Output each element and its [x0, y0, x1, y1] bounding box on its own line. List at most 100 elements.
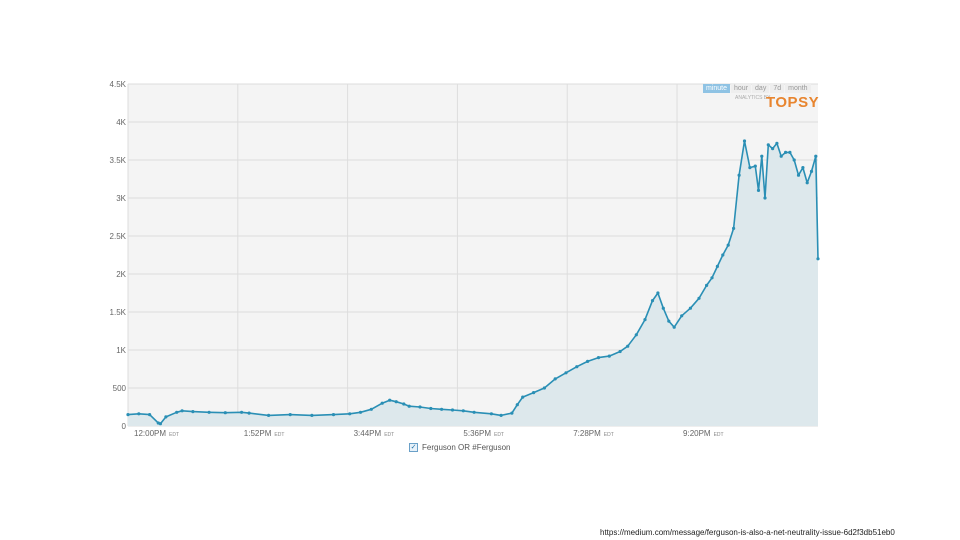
series-area: [128, 141, 818, 426]
data-point: [748, 166, 752, 170]
tab-month[interactable]: month: [785, 84, 811, 93]
data-point: [288, 413, 292, 417]
data-point: [779, 154, 783, 158]
y-tick-label: 500: [113, 384, 127, 393]
data-point: [618, 349, 622, 354]
data-point: [240, 410, 244, 414]
data-point: [726, 243, 730, 247]
data-point: [742, 139, 747, 143]
data-point: [515, 403, 519, 407]
data-point: [756, 188, 761, 192]
data-point: [771, 147, 775, 151]
data-point: [596, 356, 601, 360]
x-tick-timezone: EDT: [169, 432, 179, 438]
data-point: [788, 150, 792, 154]
x-tick-timezone: EDT: [274, 432, 284, 438]
data-point: [732, 226, 736, 230]
data-point: [510, 411, 514, 415]
data-point: [737, 173, 741, 177]
data-point: [656, 291, 660, 295]
data-point: [672, 325, 676, 329]
source-url: https://medium.com/message/ferguson-is-a…: [600, 528, 895, 537]
data-point: [705, 283, 709, 287]
y-tick-label: 3K: [116, 194, 126, 203]
data-point: [223, 411, 227, 415]
data-point: [164, 415, 168, 419]
x-tick-label: 9:20PM EDT: [683, 429, 724, 438]
data-point: [650, 299, 655, 303]
data-point: [553, 377, 557, 381]
series-area-fill: [128, 141, 818, 426]
x-tick-timezone: EDT: [604, 432, 614, 438]
legend: ✓ Ferguson OR #Ferguson: [409, 443, 511, 452]
data-point: [407, 404, 411, 408]
y-tick-label: 2K: [116, 270, 126, 279]
data-point: [521, 395, 525, 399]
x-tick-label: 12:00PM EDT: [134, 429, 179, 438]
tab-minute[interactable]: minute: [703, 84, 731, 93]
data-point: [394, 400, 398, 404]
data-point: [710, 276, 714, 280]
time-range-tabs: minute hour day 7d month: [703, 84, 811, 93]
data-point: [564, 371, 568, 375]
x-tick-label: 7:28PM EDT: [573, 429, 614, 438]
legend-label: Ferguson OR #Ferguson: [422, 443, 511, 452]
data-point: [402, 402, 406, 406]
data-point: [126, 413, 130, 417]
data-point: [626, 344, 630, 348]
data-point: [766, 143, 770, 147]
data-point: [792, 158, 796, 162]
data-point: [380, 401, 384, 405]
data-point: [542, 386, 547, 390]
checkbox-icon[interactable]: ✓: [409, 443, 418, 452]
x-tick-label: 5:36PM EDT: [463, 429, 504, 438]
data-point: [148, 413, 152, 417]
y-tick-label: 1K: [116, 346, 126, 355]
data-point: [586, 359, 590, 363]
data-point: [667, 319, 671, 323]
data-point: [440, 407, 444, 411]
y-tick-label: 3.5K: [110, 156, 127, 165]
data-point: [688, 306, 693, 310]
powered-by-label: ANALYTICS BY: [735, 95, 771, 101]
y-tick-label: 0: [122, 422, 127, 431]
data-point: [310, 413, 314, 417]
data-point: [721, 253, 725, 257]
x-tick-timezone: EDT: [714, 432, 724, 438]
y-axis-ticks: 0 500 1K 1.5K 2K 2.5K 3K 3.5K 4K 4.5K: [110, 80, 127, 431]
data-point: [634, 333, 638, 337]
data-point: [369, 407, 373, 411]
data-point: [775, 141, 779, 145]
data-point: [763, 196, 767, 200]
y-tick-label: 1.5K: [110, 308, 127, 317]
tab-day[interactable]: day: [752, 84, 770, 93]
data-point: [643, 318, 647, 322]
x-tick-timezone: EDT: [494, 432, 504, 438]
x-axis-ticks: 12:00PM EDT 1:52PM EDT 3:44PM EDT 5:36PM EDT 7:2…: [134, 429, 724, 438]
y-tick-label: 4K: [116, 118, 126, 127]
data-point: [697, 296, 701, 300]
data-point: [575, 365, 579, 369]
data-point: [760, 154, 764, 158]
series-line-path: [127, 140, 819, 425]
series-line: [127, 140, 819, 425]
data-point: [801, 166, 805, 170]
y-tick-label: 2.5K: [110, 232, 127, 241]
data-point: [680, 314, 684, 318]
data-point: [358, 410, 363, 414]
data-point: [816, 257, 820, 261]
data-point: [499, 413, 503, 417]
x-tick-label: 1:52PM EDT: [244, 429, 285, 438]
tab-hour[interactable]: hour: [731, 84, 752, 93]
y-tick-label: 4.5K: [110, 80, 127, 89]
data-point: [247, 411, 251, 415]
data-point: [715, 264, 720, 268]
data-point: [461, 409, 465, 413]
series-points: [126, 139, 820, 426]
tab-7d[interactable]: 7d: [770, 84, 785, 93]
x-tick-timezone: EDT: [384, 432, 394, 438]
data-point: [207, 410, 211, 414]
topsy-logo: TOPSY: [766, 94, 820, 111]
data-point: [450, 408, 455, 412]
